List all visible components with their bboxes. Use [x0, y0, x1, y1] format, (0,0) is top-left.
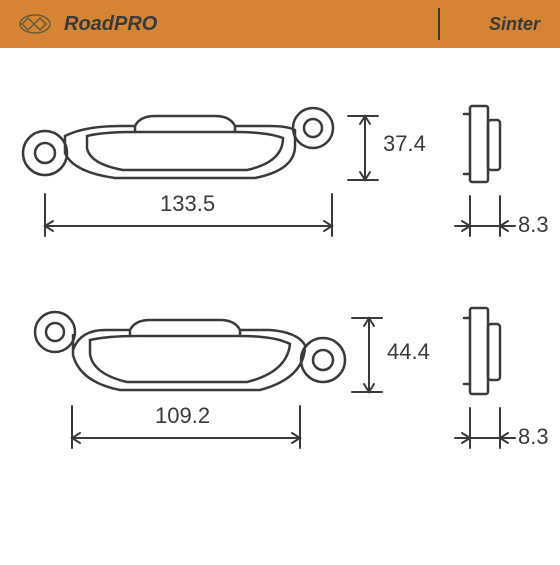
dim-bot-thick: 8.3 — [518, 424, 549, 450]
dim-top-thick: 8.3 — [518, 212, 549, 238]
pad-top-side — [464, 106, 500, 182]
dim-bot-width: 109.2 — [155, 403, 210, 429]
dim-bot-height: 44.4 — [387, 339, 430, 365]
diagram-canvas: 37.4 133.5 8.3 44.4 109.2 8.3 — [0, 48, 560, 560]
pad-bottom-side — [464, 308, 500, 394]
dim-top-height: 37.4 — [383, 131, 426, 157]
pad-bottom-front — [35, 312, 345, 390]
brand-logo-icon — [18, 13, 52, 35]
pad-top-front — [23, 108, 333, 178]
header-bar: RoadPRO Sinter — [0, 0, 560, 48]
header-divider — [438, 8, 440, 40]
dim-top-width: 133.5 — [160, 191, 215, 217]
product-line-title: RoadPRO — [64, 13, 157, 36]
product-type-label: Sinter — [489, 14, 540, 35]
